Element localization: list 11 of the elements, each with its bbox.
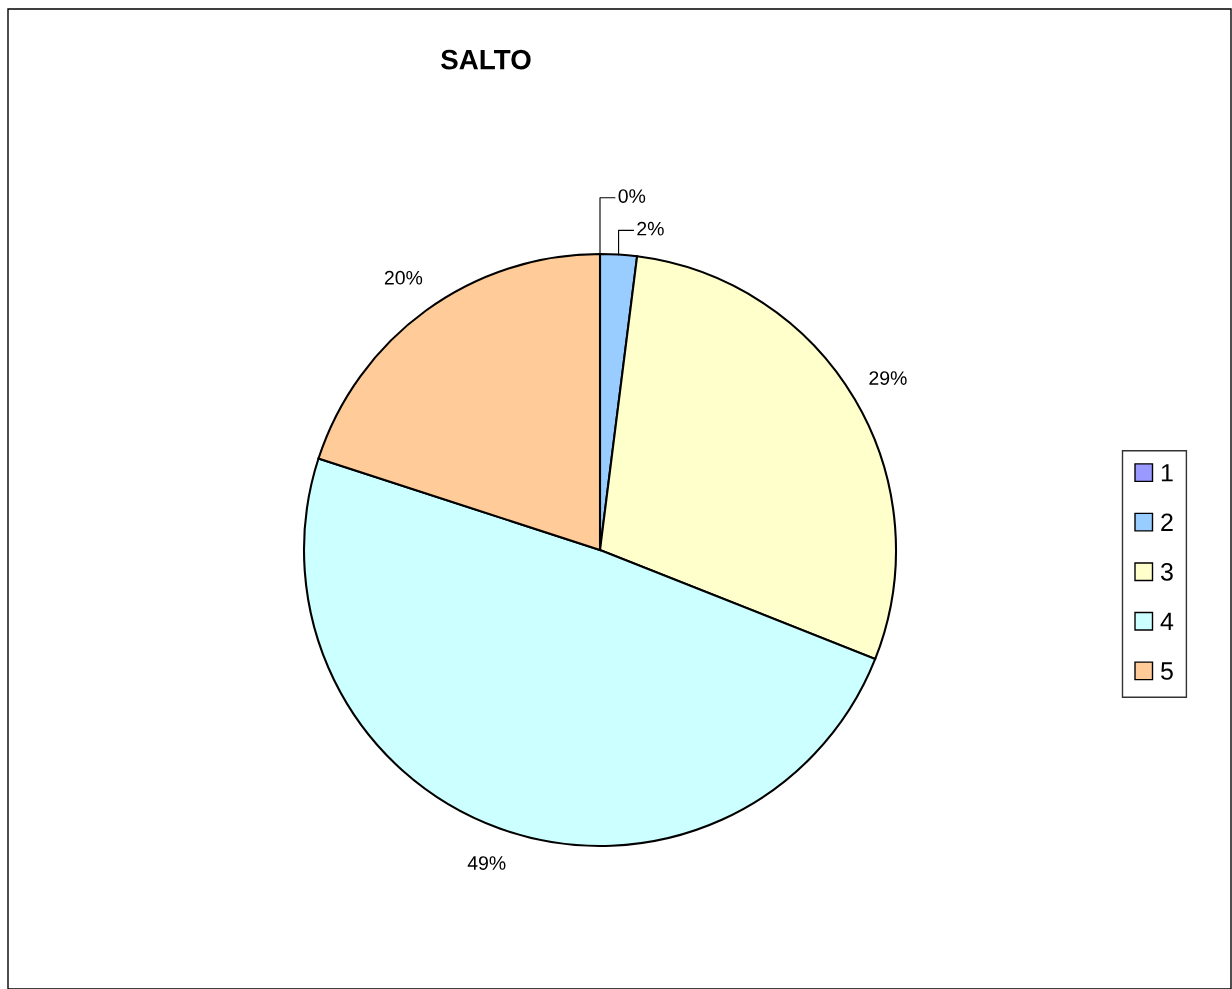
chart-title: SALTO bbox=[441, 49, 531, 70]
legend-label: 3 bbox=[1160, 563, 1173, 581]
data-label: 29% bbox=[869, 371, 907, 385]
legend-label: 2 bbox=[1161, 513, 1173, 531]
data-label: 49% bbox=[467, 856, 506, 870]
legend-label: 1 bbox=[1161, 464, 1173, 482]
text: 0% bbox=[618, 189, 646, 203]
legend-label: 4 bbox=[1160, 612, 1174, 631]
data-label: 20% bbox=[384, 270, 423, 285]
data-label: 2% bbox=[637, 221, 664, 236]
legend-label: 5 bbox=[1161, 662, 1173, 680]
